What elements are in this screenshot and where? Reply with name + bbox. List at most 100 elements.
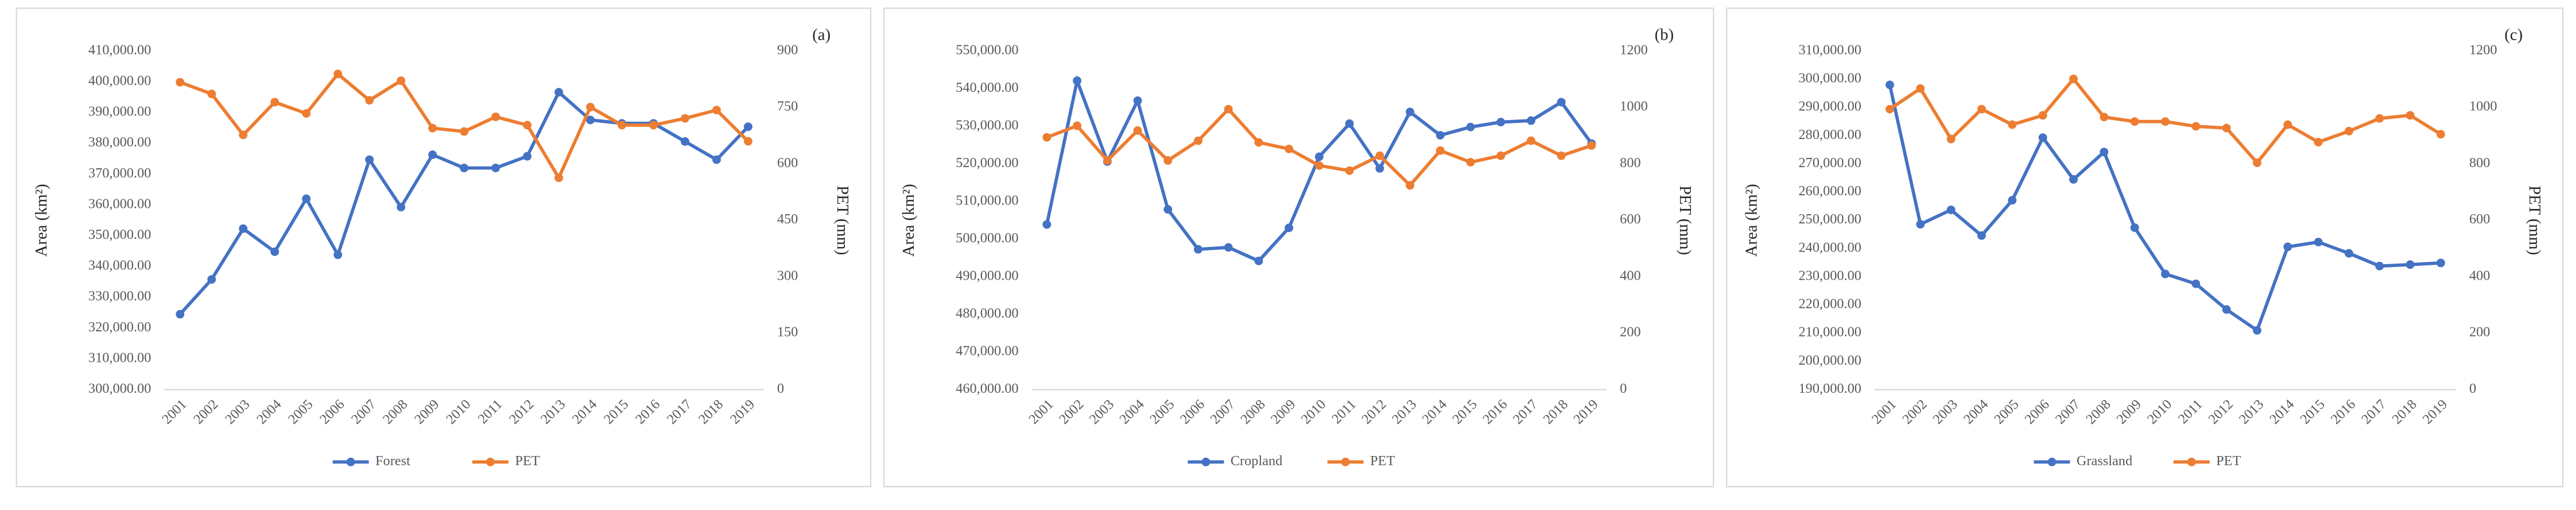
- data-point: [365, 155, 374, 164]
- data-point: [239, 224, 248, 233]
- data-point: [2160, 269, 2170, 279]
- y-tick-label: 290,000.00: [1799, 99, 1861, 114]
- y-tick-label: 380,000.00: [88, 134, 151, 150]
- data-point: [586, 102, 595, 111]
- y-tick-label: 280,000.00: [1799, 127, 1861, 142]
- legend-label: PET: [515, 453, 540, 469]
- data-point: [428, 123, 437, 133]
- panel-frame: [15, 7, 872, 488]
- y-tick-label: 310,000.00: [88, 350, 151, 365]
- data-point: [302, 109, 311, 118]
- legend-marker: [1201, 457, 1211, 466]
- y-tick-label: 340,000.00: [88, 258, 151, 273]
- data-point: [1375, 151, 1384, 160]
- y2-tick-label: 200: [2469, 324, 2490, 340]
- panel-label: (a): [812, 26, 831, 44]
- data-point: [333, 250, 343, 260]
- data-point: [1224, 105, 1233, 114]
- data-point: [1557, 151, 1566, 160]
- data-point: [2191, 122, 2201, 131]
- legend-marker: [346, 457, 355, 466]
- y-tick-label: 520,000.00: [956, 155, 1018, 171]
- y-axis-title: Area (km²): [32, 184, 51, 257]
- legend-label: Cropland: [1231, 453, 1282, 469]
- panel: 190,000.00 200,000.00 210,000.00 220,000.00…: [1726, 7, 2564, 488]
- data-point: [2160, 117, 2170, 126]
- legend-label: Forest: [375, 453, 410, 469]
- y-tick-label: 270,000.00: [1799, 155, 1861, 171]
- data-point: [2283, 120, 2292, 129]
- y-tick-label: 480,000.00: [956, 306, 1018, 321]
- data-point: [1587, 141, 1596, 150]
- y-tick-label: 360,000.00: [88, 196, 151, 211]
- data-point: [2283, 242, 2292, 252]
- y2-tick-label: 600: [1620, 211, 1640, 227]
- data-point: [2436, 130, 2445, 139]
- y2-axis-title: PET (mm): [2525, 186, 2544, 255]
- data-point: [2038, 133, 2047, 142]
- data-point: [1496, 151, 1506, 160]
- data-point: [460, 164, 469, 172]
- y2-tick-label: 800: [1620, 155, 1640, 171]
- data-point: [1224, 243, 1233, 252]
- data-point: [2436, 258, 2445, 268]
- y-tick-label: 400,000.00: [88, 73, 151, 88]
- data-point: [1163, 156, 1173, 165]
- data-point: [2314, 138, 2323, 146]
- data-point: [270, 247, 280, 256]
- data-point: [2008, 120, 2017, 129]
- data-point: [1254, 138, 1263, 147]
- y2-tick-label: 1000: [1620, 99, 1648, 114]
- data-point: [2406, 260, 2415, 269]
- panel-frame: [1726, 7, 2564, 488]
- data-point: [1314, 152, 1324, 161]
- data-point: [1527, 116, 1535, 125]
- data-point: [239, 130, 248, 140]
- data-point: [1345, 166, 1354, 175]
- y2-tick-label: 400: [1620, 268, 1640, 283]
- y2-tick-label: 200: [1620, 324, 1640, 340]
- data-point: [1133, 126, 1142, 135]
- data-point: [270, 98, 280, 107]
- data-point: [2100, 113, 2109, 122]
- data-point: [1527, 136, 1535, 145]
- y2-tick-label: 300: [777, 268, 798, 283]
- data-point: [1042, 133, 1052, 142]
- data-point: [2252, 158, 2261, 167]
- data-point: [1916, 84, 1925, 93]
- y-tick-label: 300,000.00: [88, 381, 151, 396]
- y-tick-label: 300,000.00: [1799, 71, 1861, 86]
- data-point: [1886, 80, 1894, 90]
- y-tick-label: 320,000.00: [88, 319, 151, 335]
- data-point: [1436, 146, 1445, 155]
- y2-tick-label: 600: [777, 155, 798, 171]
- data-point: [681, 114, 689, 123]
- data-point: [2314, 237, 2323, 246]
- data-point: [681, 137, 689, 146]
- y2-axis-title: PET (mm): [833, 186, 852, 255]
- y2-tick-label: 1200: [2469, 42, 2497, 57]
- y2-axis-title: PET (mm): [1676, 186, 1694, 255]
- data-point: [460, 127, 469, 136]
- data-point: [1163, 205, 1173, 214]
- data-point: [1285, 223, 1294, 233]
- data-point: [1254, 256, 1263, 265]
- data-point: [2406, 111, 2415, 120]
- legend-label: PET: [2216, 453, 2241, 469]
- data-point: [2375, 261, 2384, 271]
- data-point: [586, 115, 595, 125]
- y-tick-label: 410,000.00: [88, 42, 151, 57]
- data-point: [176, 78, 185, 87]
- y2-tick-label: 0: [2469, 381, 2476, 396]
- data-point: [554, 88, 563, 97]
- data-point: [1946, 205, 1956, 214]
- data-point: [618, 121, 626, 130]
- y-tick-label: 350,000.00: [88, 227, 151, 242]
- data-point: [2130, 117, 2139, 126]
- data-point: [1406, 181, 1415, 190]
- y-tick-label: 510,000.00: [956, 192, 1018, 208]
- data-point: [1977, 231, 1986, 240]
- y2-tick-label: 450: [777, 211, 798, 227]
- panel: 300,000.00 310,000.00 320,000.00 330,000.00…: [15, 7, 872, 488]
